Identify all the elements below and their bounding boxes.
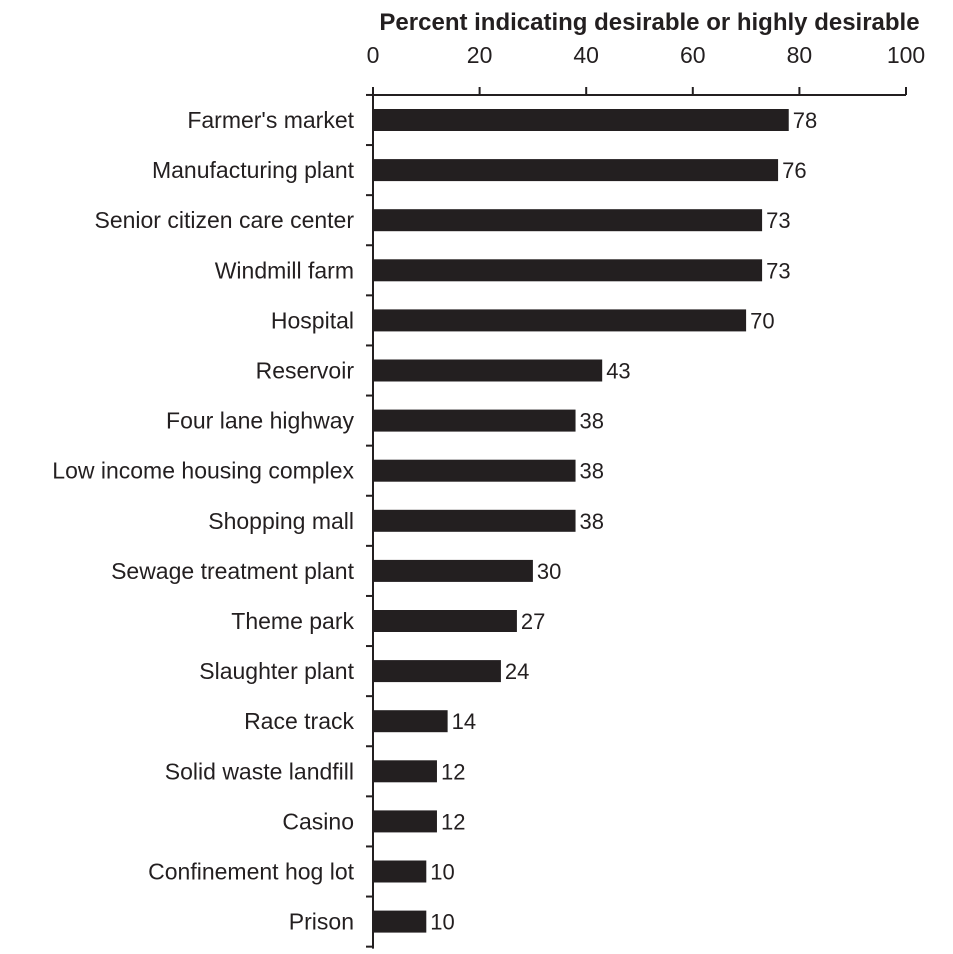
category-label: Farmer's market xyxy=(187,107,354,133)
y-axis xyxy=(366,93,374,949)
data-label: 73 xyxy=(766,258,790,283)
x-tick-label: 60 xyxy=(680,42,706,68)
bar xyxy=(374,810,437,833)
data-label: 27 xyxy=(521,609,545,634)
category-label: Solid waste landfill xyxy=(165,758,354,784)
category-label: Slaughter plant xyxy=(199,658,354,684)
x-tick-label: 20 xyxy=(467,42,493,68)
category-label: Hospital xyxy=(271,307,354,333)
data-label: 30 xyxy=(537,559,561,584)
bar xyxy=(374,159,779,182)
bar xyxy=(374,860,427,883)
bar xyxy=(374,660,501,683)
category-label: Reservoir xyxy=(256,358,355,384)
data-label: 12 xyxy=(441,759,465,784)
category-label: Confinement hog lot xyxy=(148,859,354,885)
bar xyxy=(374,559,533,582)
bar xyxy=(374,259,763,282)
category-labels: Farmer's market Manufacturing plant Senior… xyxy=(52,107,354,935)
bars-group xyxy=(374,109,789,933)
category-label: Prison xyxy=(289,909,354,935)
bar xyxy=(374,109,789,131)
x-tick-label: 0 xyxy=(367,42,380,68)
data-label: 10 xyxy=(430,860,454,885)
category-label: Manufacturing plant xyxy=(152,157,355,183)
category-label: Four lane highway xyxy=(166,408,354,434)
bar xyxy=(374,359,603,382)
bar xyxy=(374,509,576,532)
bar xyxy=(374,209,763,232)
bar xyxy=(374,710,448,733)
x-tick-label: 40 xyxy=(573,42,599,68)
category-label: Race track xyxy=(244,708,354,734)
bar xyxy=(374,459,576,482)
data-label: 70 xyxy=(750,308,774,333)
category-label: Senior citizen care center xyxy=(94,207,354,233)
data-label: 43 xyxy=(606,359,630,384)
data-label: 78 xyxy=(793,108,817,133)
bar xyxy=(374,409,576,432)
category-label: Windmill farm xyxy=(215,257,354,283)
bar xyxy=(374,610,517,632)
data-label: 73 xyxy=(766,208,790,233)
x-axis-title: Percent indicating desirable or highly d… xyxy=(379,9,919,36)
data-label: 14 xyxy=(452,709,476,734)
x-axis: 0 20 40 60 80 100 xyxy=(367,42,925,96)
category-label: Casino xyxy=(282,808,354,834)
x-tick-label: 80 xyxy=(787,42,813,68)
bar xyxy=(374,910,427,933)
category-label: Sewage treatment plant xyxy=(111,558,355,584)
data-label: 12 xyxy=(441,809,465,834)
x-tick-label: 100 xyxy=(887,42,925,68)
data-label: 38 xyxy=(580,509,604,534)
category-label: Theme park xyxy=(231,608,354,634)
data-label: 24 xyxy=(505,659,529,684)
data-label: 76 xyxy=(782,158,806,183)
data-label: 38 xyxy=(580,459,604,484)
category-label: Low income housing complex xyxy=(52,458,354,484)
data-label: 38 xyxy=(580,409,604,434)
bar xyxy=(374,309,747,332)
category-label: Shopping mall xyxy=(208,508,354,534)
bar xyxy=(374,760,437,783)
data-label: 10 xyxy=(430,910,454,935)
